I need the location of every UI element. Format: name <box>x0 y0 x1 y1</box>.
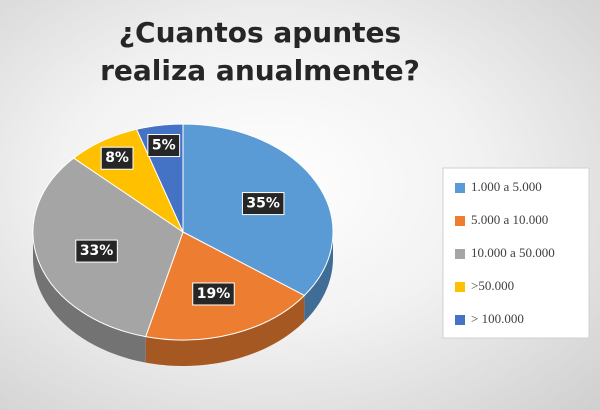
data-label: 33% <box>75 239 118 263</box>
legend-label: >50.000 <box>471 278 514 293</box>
legend-swatch <box>455 315 465 325</box>
data-label-box <box>241 192 285 216</box>
data-label: 8% <box>100 146 134 170</box>
data-label: 5% <box>147 134 181 158</box>
chart-title: ¿Cuantos apuntes realiza anualmente? <box>100 16 421 87</box>
data-label-text: 19% <box>197 286 231 302</box>
legend-swatch <box>455 183 465 193</box>
data-label-box <box>147 134 181 158</box>
data-label-text: 5% <box>152 138 176 154</box>
legend-label: 10.000 a 50.000 <box>471 245 555 260</box>
data-label-box <box>75 239 118 263</box>
slice-side <box>33 232 146 363</box>
data-label-text: 33% <box>80 243 114 259</box>
legend-label: 1.000 a 5.000 <box>471 179 542 194</box>
legend-swatch <box>455 249 465 259</box>
data-label: 35% <box>241 192 285 216</box>
legend-label: > 100.000 <box>471 311 524 326</box>
data-label: 19% <box>192 282 235 306</box>
legend-swatch <box>455 282 465 292</box>
data-label-text: 8% <box>105 150 129 166</box>
legend-box <box>442 167 590 339</box>
data-label-box <box>192 282 235 306</box>
data-label-text: 35% <box>246 196 280 212</box>
slice-side <box>145 295 305 366</box>
legend-swatch <box>455 216 465 226</box>
legend-label: 5.000 a 10.000 <box>471 212 548 227</box>
data-label-box <box>100 146 134 170</box>
slice-side <box>304 232 333 322</box>
